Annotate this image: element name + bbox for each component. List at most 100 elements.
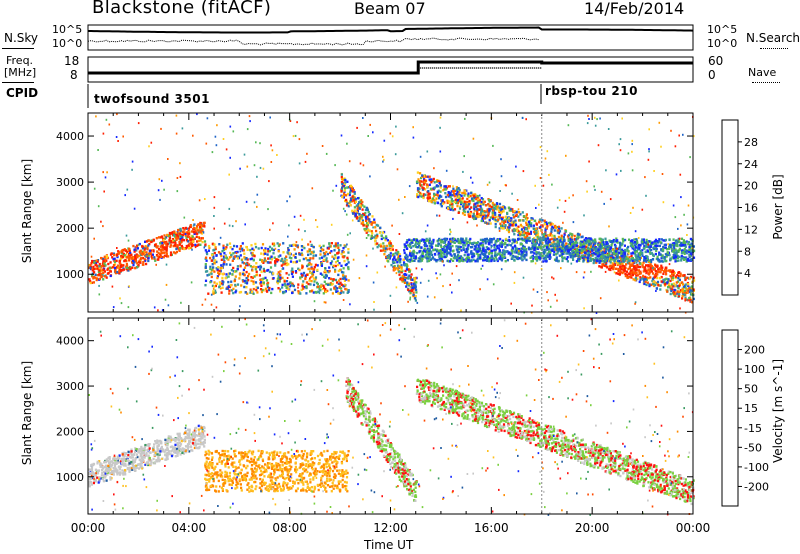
- scatter-cell: [219, 272, 222, 275]
- scatter-cell: [513, 240, 516, 243]
- scatter-cell: [458, 193, 461, 197]
- scatter-cell: [358, 212, 361, 216]
- scatter-cell: [691, 257, 694, 261]
- scatter-cell: [475, 197, 478, 201]
- scatter-cell: [562, 236, 565, 239]
- scatter-cell: [413, 255, 416, 259]
- scatter-cell: [463, 241, 466, 244]
- scatter-cell: [503, 255, 506, 259]
- scatter-cell: [294, 244, 297, 247]
- scatter-cell: [510, 221, 513, 224]
- scatter-cell: [208, 246, 211, 250]
- scatter-cell: [570, 236, 573, 239]
- scatter-cell: [221, 249, 224, 253]
- scatter-cell: [467, 253, 470, 256]
- scatter-cell: [448, 206, 451, 209]
- scatter-cell: [334, 261, 338, 264]
- scatter-cell: [527, 224, 530, 228]
- scatter-cell: [328, 266, 331, 269]
- scatter-cell: [498, 249, 501, 252]
- scatter-cell: [446, 259, 449, 263]
- scatter-cell: [430, 250, 433, 253]
- scatter-cell: [323, 286, 326, 289]
- scatter-cell: [143, 251, 146, 254]
- nsearch-tick-bottom: 10^0: [707, 37, 738, 50]
- scatter-cell: [514, 219, 517, 222]
- scatter-cell: [605, 261, 608, 264]
- scatter-cell: [564, 246, 567, 250]
- scatter-cell: [523, 231, 526, 234]
- scatter-cell: [641, 242, 644, 245]
- scatter-cell: [494, 211, 497, 215]
- scatter-cell: [635, 268, 638, 271]
- scatter-cell: [487, 214, 490, 217]
- scatter-cell: [672, 256, 676, 260]
- scatter-cell: [423, 188, 427, 191]
- scatter-cell: [632, 265, 636, 268]
- scatter-cell: [453, 208, 457, 211]
- scatter-cell: [486, 210, 489, 213]
- scatter-cell: [573, 242, 576, 245]
- scatter-cell: [496, 244, 499, 248]
- scatter-cell: [257, 247, 260, 250]
- scatter-cell: [323, 280, 326, 283]
- scatter-cell: [565, 242, 568, 245]
- scatter-cell: [419, 255, 422, 259]
- scatter-cell: [509, 216, 512, 220]
- scatter-cell: [426, 175, 429, 178]
- scatter-cell: [668, 243, 671, 247]
- scatter-cell: [517, 238, 520, 241]
- scatter-cell: [693, 279, 696, 282]
- scatter-cell: [246, 248, 249, 251]
- scatter-cell: [511, 246, 514, 249]
- scatter-cell: [644, 256, 647, 260]
- scatter-cell: [525, 258, 528, 262]
- scatter-cell: [442, 202, 445, 205]
- scatter-cell: [314, 254, 318, 257]
- scatter-cell: [423, 238, 426, 242]
- scatter-cell: [334, 268, 337, 272]
- scatter-cell: [406, 281, 409, 284]
- scatter-cell: [461, 200, 464, 203]
- scatter-cell: [616, 257, 619, 260]
- scatter-cell: [206, 274, 209, 277]
- scatter-cell: [539, 218, 542, 221]
- scatter-cell: [367, 210, 370, 214]
- scatter-cell: [251, 247, 254, 250]
- scatter-cell: [109, 261, 112, 264]
- scatter-cell: [400, 264, 403, 267]
- scatter-cell: [592, 261, 595, 265]
- scatter-cell: [554, 259, 558, 262]
- scatter-cell: [591, 252, 594, 255]
- scatter-cell: [521, 211, 524, 214]
- scatter-cell: [278, 280, 281, 283]
- scatter-cell: [104, 258, 107, 261]
- scatter-cell: [410, 283, 413, 286]
- scatter-cell: [692, 245, 695, 248]
- scatter-cell: [360, 222, 363, 225]
- scatter-cell: [667, 286, 670, 289]
- scatter-cell: [312, 250, 315, 253]
- scatter-cell: [609, 254, 612, 258]
- scatter-cell: [579, 257, 582, 260]
- scatter-cell: [464, 206, 467, 209]
- scatter-cell: [626, 274, 629, 278]
- scatter-cell: [422, 180, 425, 183]
- scatter-cell: [542, 250, 545, 254]
- scatter-cell: [468, 215, 471, 218]
- scatter-cell: [113, 253, 116, 257]
- scatter-cell: [565, 246, 568, 249]
- scatter-cell: [489, 222, 492, 225]
- scatter-cell: [128, 249, 131, 253]
- scatter-cell: [88, 266, 91, 269]
- scatter-cell: [436, 258, 439, 262]
- scatter-cell: [109, 253, 113, 256]
- scatter-cell: [471, 255, 474, 258]
- scatter-cell: [405, 247, 409, 250]
- scatter-cell: [457, 187, 460, 190]
- scatter-cell: [426, 239, 429, 242]
- scatter-cell: [635, 250, 638, 253]
- scatter-cell: [153, 257, 156, 260]
- scatter-cell: [476, 210, 479, 213]
- scatter-cell: [487, 222, 490, 225]
